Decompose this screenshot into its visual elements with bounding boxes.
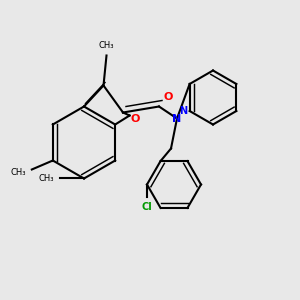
Text: N: N xyxy=(172,113,182,124)
Text: Cl: Cl xyxy=(142,202,152,212)
Text: O: O xyxy=(131,113,140,124)
Text: N: N xyxy=(180,106,188,116)
Text: CH₃: CH₃ xyxy=(10,168,26,177)
Text: O: O xyxy=(163,92,173,103)
Text: CH₃: CH₃ xyxy=(38,174,54,183)
Text: CH₃: CH₃ xyxy=(99,40,114,50)
